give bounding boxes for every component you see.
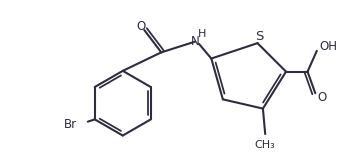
Text: Br: Br: [64, 118, 77, 131]
Text: N: N: [191, 35, 200, 48]
Text: O: O: [137, 21, 146, 33]
Text: CH₃: CH₃: [255, 140, 276, 150]
Text: OH: OH: [319, 40, 337, 53]
Text: S: S: [255, 31, 263, 43]
Text: H: H: [197, 29, 206, 39]
Text: O: O: [318, 91, 327, 104]
